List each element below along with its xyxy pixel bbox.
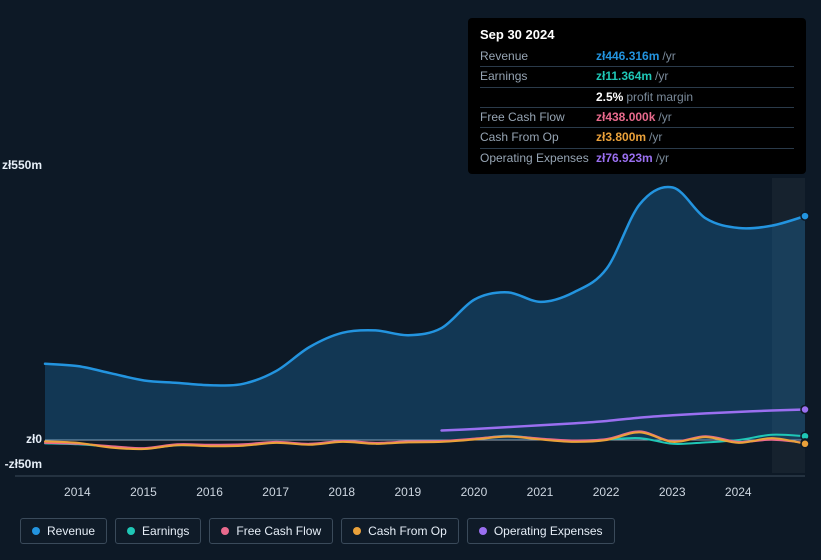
legend-dot [479,527,487,535]
tooltip-row: Revenuezł446.316m/yr [480,47,794,66]
tooltip-label: Operating Expenses [480,150,596,167]
legend-dot [353,527,361,535]
legend-dot [32,527,40,535]
legend-item-earnings[interactable]: Earnings [115,518,201,544]
tooltip-value: zł446.316m/yr [596,48,676,65]
y-axis-tick: -zł50m [5,457,42,471]
x-axis-tick: 2017 [262,485,289,499]
tooltip-label [480,89,596,106]
y-axis-tick: zł550m [2,158,42,172]
x-axis-tick: 2022 [593,485,620,499]
legend-dot [221,527,229,535]
tooltip-value: 2.5%profit margin [596,89,693,106]
tooltip-row: Operating Expenseszł76.923m/yr [480,148,794,168]
tooltip-value: zł3.800m/yr [596,129,662,146]
y-axis-tick: zł0 [26,432,42,446]
x-axis-tick: 2024 [725,485,752,499]
chart-tooltip: Sep 30 2024 Revenuezł446.316m/yrEarnings… [468,18,806,174]
x-axis-tick: 2023 [659,485,686,499]
chart-legend: Revenue Earnings Free Cash Flow Cash From O… [20,518,615,544]
tooltip-value: zł11.364m/yr [596,68,668,85]
x-axis-tick: 2016 [196,485,223,499]
legend-item-cfo[interactable]: Cash From Op [341,518,459,544]
tooltip-label: Cash From Op [480,129,596,146]
tooltip-value: zł438.000k/yr [596,109,672,126]
legend-dot [127,527,135,535]
tooltip-row: Cash From Opzł3.800m/yr [480,127,794,147]
legend-item-opex[interactable]: Operating Expenses [467,518,615,544]
tooltip-date: Sep 30 2024 [480,26,794,45]
x-axis-tick: 2014 [64,485,91,499]
tooltip-label: Earnings [480,68,596,85]
tooltip-row: 2.5%profit margin [480,87,794,107]
x-axis-tick: 2021 [527,485,554,499]
legend-label: Operating Expenses [494,524,603,538]
tooltip-value: zł76.923m/yr [596,150,669,167]
legend-label: Earnings [142,524,189,538]
x-axis-tick: 2019 [394,485,421,499]
tooltip-label: Revenue [480,48,596,65]
tooltip-label: Free Cash Flow [480,109,596,126]
tooltip-row: Free Cash Flowzł438.000k/yr [480,107,794,127]
x-axis-tick: 2020 [461,485,488,499]
x-axis-tick: 2018 [328,485,355,499]
x-axis-tick: 2015 [130,485,157,499]
tooltip-row: Earningszł11.364m/yr [480,66,794,86]
legend-label: Free Cash Flow [236,524,321,538]
legend-label: Revenue [47,524,95,538]
legend-label: Cash From Op [368,524,447,538]
legend-item-revenue[interactable]: Revenue [20,518,107,544]
legend-item-fcf[interactable]: Free Cash Flow [209,518,333,544]
